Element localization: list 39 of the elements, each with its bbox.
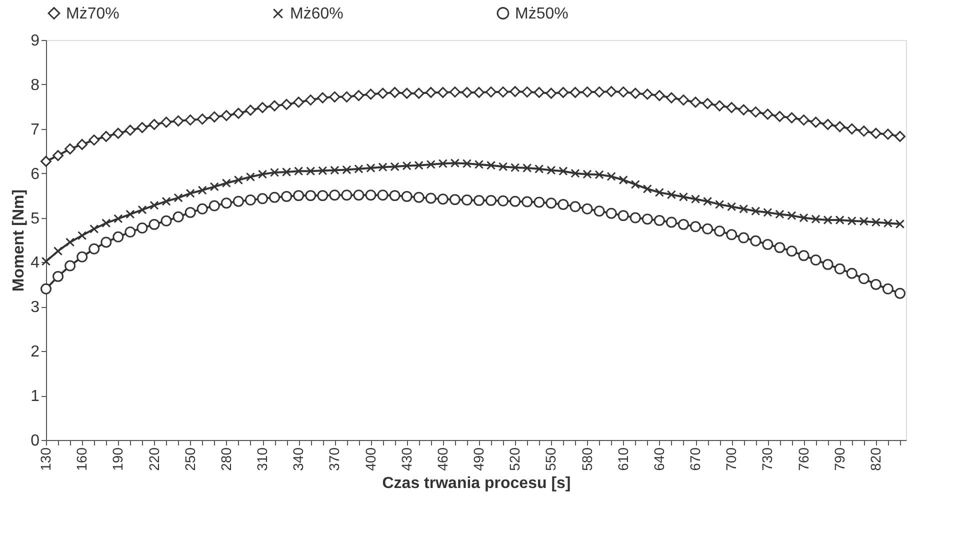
x-tick-label: 640 (650, 447, 667, 471)
x-tick-label: 460 (434, 447, 450, 471)
y-tick-label: 9 (30, 32, 40, 50)
legend-label: Mż50% (515, 5, 568, 22)
x-tick-label: 490 (470, 447, 487, 471)
x-tick-label: 190 (110, 447, 126, 471)
x-tick-label: 790 (831, 447, 848, 471)
x-tick-label: 430 (398, 447, 414, 471)
y-tick-label: 3 (30, 299, 40, 316)
x-tick-label: 700 (723, 447, 740, 471)
x-tick-label: 400 (362, 447, 378, 471)
x-tick-label: 820 (867, 447, 884, 471)
x-tick-label: 760 (795, 447, 812, 471)
x-tick-label: 340 (290, 447, 306, 471)
y-tick-label: 4 (30, 254, 40, 272)
x-tick-label: 520 (506, 447, 523, 471)
x-tick-label: 250 (182, 447, 198, 471)
y-tick-label: 2 (30, 344, 40, 361)
x-tick-label: 730 (759, 447, 776, 471)
legend-label: Mż60% (290, 6, 344, 22)
y-tick-label: 5 (30, 210, 40, 228)
x-tick-label: 220 (146, 447, 162, 471)
y-tick-label: 8 (30, 76, 40, 94)
y-axis-title: Moment [Nm] (10, 189, 28, 292)
x-tick-label: 130 (38, 447, 54, 471)
x-tick-label: 160 (74, 447, 90, 471)
x-tick-label: 670 (687, 447, 704, 471)
x-tick-label: 610 (614, 447, 631, 471)
y-tick-label: 1 (30, 388, 40, 406)
x-tick-label: 580 (578, 447, 595, 471)
x-tick-label: 370 (326, 447, 342, 471)
y-tick-label: 7 (30, 121, 40, 138)
y-tick-label: 6 (30, 166, 40, 183)
legend-label: Mż70% (66, 5, 120, 22)
x-tick-label: 550 (542, 447, 559, 471)
x-tick-label: 310 (254, 447, 270, 471)
x-tick-label: 280 (218, 447, 234, 471)
x-axis-title: Czas trwania procesu [s] (382, 474, 571, 492)
y-tick-label: 0 (30, 432, 40, 450)
